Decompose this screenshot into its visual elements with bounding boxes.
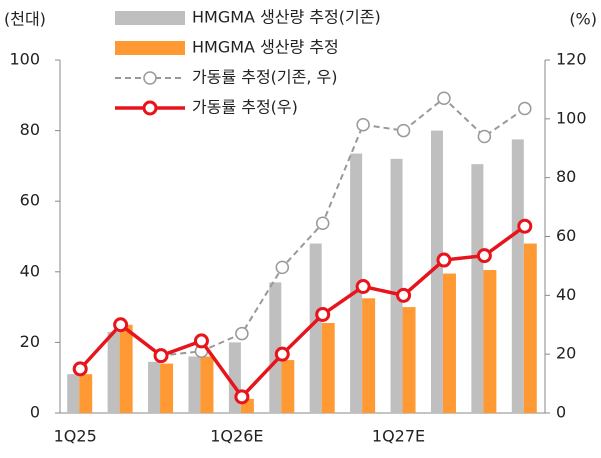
point xyxy=(436,252,452,268)
y-tick-label: 100 xyxy=(9,50,40,69)
bar xyxy=(269,282,282,413)
y2-tick-label: 40 xyxy=(556,285,576,304)
y2-tick-label: 0 xyxy=(556,403,566,422)
point xyxy=(396,287,412,303)
bar xyxy=(188,356,201,413)
line xyxy=(79,96,526,370)
point xyxy=(477,129,492,144)
bar xyxy=(309,243,322,413)
point xyxy=(476,248,492,264)
point xyxy=(234,389,250,405)
line xyxy=(78,224,526,400)
bar xyxy=(119,324,133,413)
point xyxy=(315,306,331,322)
legend-marker xyxy=(142,100,158,116)
y2-tick-label: 80 xyxy=(556,167,576,186)
point xyxy=(72,361,88,377)
bar xyxy=(160,363,174,413)
y2-tick-label: 20 xyxy=(556,344,576,363)
point xyxy=(274,346,290,362)
point xyxy=(113,317,129,333)
bar xyxy=(67,374,80,413)
point xyxy=(396,123,411,138)
point xyxy=(518,101,532,116)
y-tick-label: 80 xyxy=(20,120,40,139)
bar xyxy=(281,360,295,413)
y-axis-label: (천대) xyxy=(4,10,46,29)
y2-tick-label: 60 xyxy=(556,226,576,245)
y-tick-label: 40 xyxy=(20,261,40,280)
x-tick-label: 1Q25 xyxy=(54,427,97,446)
bar xyxy=(471,164,484,413)
point xyxy=(235,326,249,341)
point xyxy=(315,216,330,231)
bar xyxy=(79,374,93,413)
point xyxy=(356,117,370,132)
bar xyxy=(200,356,214,413)
y2-axis-label: (%) xyxy=(569,10,597,29)
legend-label: HMGMA 생산량 추정 xyxy=(192,38,339,57)
bar xyxy=(402,307,416,413)
legend-marker xyxy=(143,71,157,85)
point xyxy=(355,279,371,295)
legend-label: 가동률 추정(기존, 우) xyxy=(192,68,338,87)
y2-tick-label: 100 xyxy=(556,108,587,127)
legend-label: HMGMA 생산량 추정(기존) xyxy=(192,8,381,27)
y-tick-label: 20 xyxy=(20,332,40,351)
bar xyxy=(430,130,443,413)
y2-tick-label: 120 xyxy=(556,50,587,69)
bar xyxy=(107,331,120,413)
x-tick-label: 1Q26E xyxy=(210,427,263,446)
point xyxy=(437,91,451,105)
y-tick-label: 60 xyxy=(20,191,40,210)
bar xyxy=(511,139,524,414)
bar xyxy=(362,298,376,413)
legend-swatch xyxy=(115,41,185,55)
point xyxy=(153,348,169,364)
point xyxy=(193,333,209,349)
legend-label: 가동률 추정(우) xyxy=(192,98,298,117)
bar xyxy=(321,322,335,413)
x-tick-label: 1Q27E xyxy=(372,427,425,446)
bar xyxy=(390,158,403,413)
y-tick-label: 0 xyxy=(30,403,40,422)
legend-swatch xyxy=(115,11,185,25)
bar xyxy=(483,270,497,413)
bar xyxy=(350,153,363,414)
point xyxy=(275,260,290,275)
bar xyxy=(148,361,161,413)
bar xyxy=(442,273,456,413)
bar xyxy=(523,243,537,413)
point xyxy=(517,218,533,234)
